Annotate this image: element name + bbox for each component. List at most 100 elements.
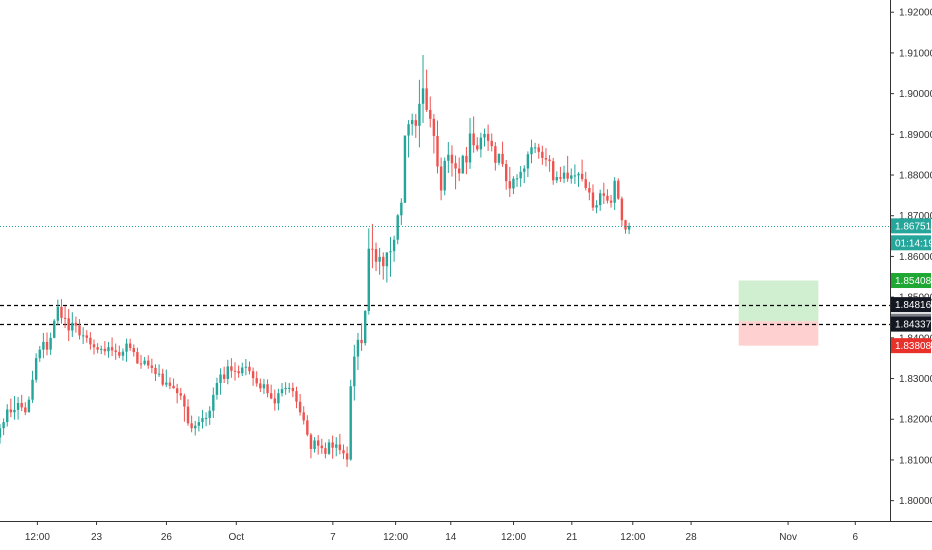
candle <box>414 113 418 138</box>
long-position-tool[interactable] <box>738 280 819 346</box>
candle-body <box>606 195 609 201</box>
candle-body <box>154 367 157 375</box>
candle-body <box>342 450 345 454</box>
candle <box>389 236 392 277</box>
y-tick-label: 1.81000 <box>899 455 932 466</box>
candle <box>526 151 530 178</box>
candle <box>13 396 16 420</box>
candle <box>53 319 56 339</box>
candle-body <box>143 360 146 364</box>
x-tick-label: 26 <box>161 532 173 543</box>
x-tick-label: 7 <box>330 532 336 543</box>
horizontal-levels[interactable] <box>0 304 890 326</box>
candle-body <box>16 402 20 410</box>
candle <box>194 420 197 436</box>
candle-body <box>526 154 530 169</box>
candle <box>277 388 280 411</box>
x-tick-label: 12:00 <box>383 532 408 543</box>
candle <box>421 54 425 123</box>
candle <box>327 439 331 456</box>
candle-body <box>479 137 483 150</box>
candle <box>454 155 457 190</box>
candle <box>71 312 74 338</box>
candle-body <box>125 343 128 352</box>
long-target-zone[interactable] <box>738 280 819 322</box>
candle-body <box>624 220 627 230</box>
candle-body <box>613 180 616 203</box>
candle-body <box>13 409 16 413</box>
candle <box>486 124 490 152</box>
candle <box>132 344 135 357</box>
candle-body <box>284 387 287 390</box>
price-tag-label: 1.84816 <box>895 300 932 311</box>
candle <box>544 148 548 167</box>
candle-body <box>483 133 486 138</box>
candle-body <box>31 379 34 400</box>
candle-body <box>353 356 356 387</box>
candle-body <box>27 399 31 413</box>
candle <box>533 142 537 154</box>
candle-body <box>450 154 454 164</box>
candle <box>566 155 569 182</box>
candle <box>230 358 233 378</box>
candle <box>363 310 367 346</box>
candle-body <box>63 317 67 319</box>
candle-body <box>233 370 237 372</box>
candle-body <box>584 179 587 189</box>
candle <box>577 172 580 187</box>
candle-body <box>349 386 352 460</box>
candle <box>530 139 533 164</box>
candle <box>392 235 396 262</box>
candle-body <box>461 155 465 174</box>
candle-body <box>89 337 92 345</box>
candle-body <box>454 163 457 169</box>
candle <box>147 355 150 369</box>
candle-body <box>577 173 580 176</box>
candle-body <box>617 180 620 199</box>
candle-body <box>132 348 135 353</box>
candle <box>215 377 219 400</box>
candle <box>367 228 371 315</box>
candle <box>139 354 143 369</box>
candle <box>617 178 620 200</box>
candle-body <box>204 418 208 420</box>
candle <box>208 406 211 425</box>
candle-body <box>468 133 472 163</box>
candle <box>154 364 157 381</box>
candle-body <box>515 178 519 180</box>
price-tag-label: 1.84337 <box>895 320 932 331</box>
candle <box>541 145 544 165</box>
candle-body <box>107 347 110 352</box>
candle-body <box>465 155 468 163</box>
candle-body <box>24 407 27 413</box>
candle <box>27 396 31 413</box>
candle-body <box>504 164 508 182</box>
candle-body <box>338 444 342 451</box>
long-stop-zone[interactable] <box>738 321 819 346</box>
x-tick-label: 23 <box>91 532 103 543</box>
candle <box>468 118 472 169</box>
price-tag-bg <box>891 297 931 313</box>
candle <box>16 396 20 420</box>
candle-body <box>541 151 544 158</box>
candle-body <box>251 371 255 379</box>
candle <box>259 378 262 392</box>
candle-body <box>96 347 99 350</box>
y-tick-label: 1.86000 <box>899 252 932 263</box>
candle <box>432 113 436 154</box>
price-tag-bg <box>891 273 931 289</box>
candle-body <box>219 374 222 384</box>
time-axis[interactable]: 12:00 23 26 Oct 7 12:00 14 12:00 21 12:00 28 Nov 6 <box>25 521 859 543</box>
candle <box>63 306 67 329</box>
candle-body <box>215 383 219 395</box>
price-axis[interactable]: 1.800001.810001.820001.830001.840001.850… <box>890 8 932 507</box>
candle <box>248 361 251 375</box>
candle-body <box>262 384 266 389</box>
candle-body <box>392 239 396 252</box>
candle <box>241 362 244 377</box>
candle-body <box>194 425 197 429</box>
candle <box>338 433 342 455</box>
candle-body <box>602 193 606 196</box>
